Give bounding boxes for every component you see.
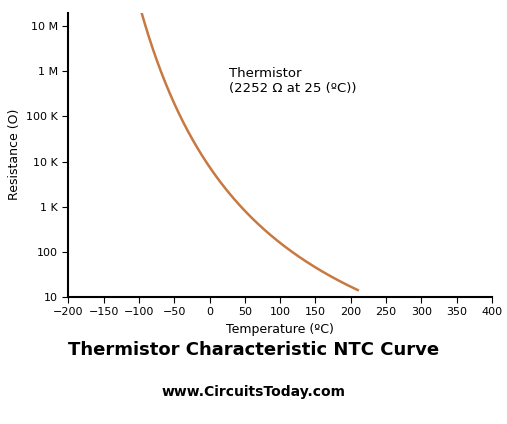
Y-axis label: Resistance (O): Resistance (O) <box>8 109 21 201</box>
Text: Thermistor Characteristic NTC Curve: Thermistor Characteristic NTC Curve <box>68 341 439 359</box>
Text: www.CircuitsToday.com: www.CircuitsToday.com <box>162 385 345 399</box>
Text: Thermistor
(2252 Ω at 25 (ºC)): Thermistor (2252 Ω at 25 (ºC)) <box>229 67 357 95</box>
X-axis label: Temperature (ºC): Temperature (ºC) <box>226 323 334 336</box>
